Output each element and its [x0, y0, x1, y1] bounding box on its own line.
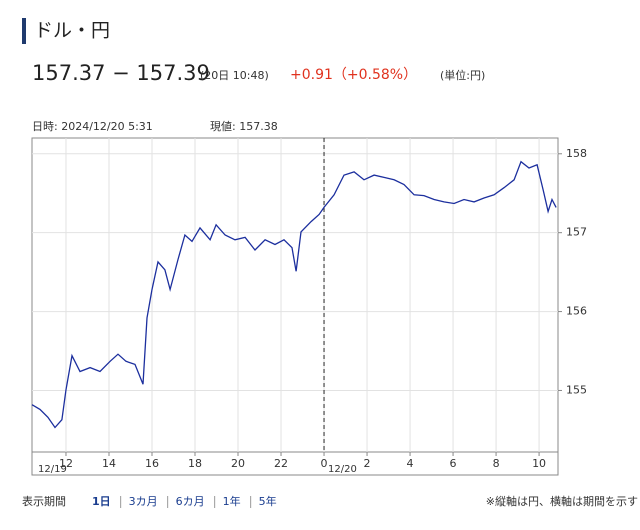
- x-tick-label: 20: [231, 457, 245, 470]
- period-option[interactable]: 1日: [92, 495, 111, 508]
- x-tick-label: 16: [145, 457, 159, 470]
- info-datetime: 日時: 2024/12/20 5:31: [32, 120, 153, 133]
- x-tick-label: 18: [188, 457, 202, 470]
- period-selector: 1日 3カ月 6カ月 1年 5年: [92, 494, 277, 508]
- page-title: ドル・円: [34, 20, 110, 42]
- axis-note: ※縦軸は円、横軸は期間を示す: [486, 494, 638, 508]
- y-tick-label: 157: [566, 226, 587, 239]
- x-tick-label: 2: [364, 457, 371, 470]
- date-label: 12/19: [38, 464, 67, 475]
- x-tick-label: 6: [450, 457, 457, 470]
- x-tick-label: 8: [493, 457, 500, 470]
- period-label: 表示期間: [22, 494, 66, 508]
- unit: (単位:円): [440, 68, 485, 82]
- y-tick-label: 158: [566, 147, 587, 160]
- period-option[interactable]: 1年: [223, 494, 241, 508]
- bid-ask: 157.37 − 157.39: [32, 61, 210, 85]
- info-current: 現値: 157.38: [210, 120, 278, 133]
- period-option[interactable]: 5年: [259, 494, 277, 508]
- y-tick-label: 156: [566, 305, 587, 318]
- date-label: 12/20: [328, 464, 357, 475]
- quote-time: (20日 10:48): [200, 69, 269, 82]
- x-tick-label: 4: [407, 457, 414, 470]
- x-tick-label: 14: [102, 457, 116, 470]
- x-tick-label: 10: [532, 457, 546, 470]
- price-line: [31, 160, 557, 429]
- plot-area: [31, 137, 559, 476]
- x-tick-label: 0: [321, 457, 328, 470]
- x-tick-label: 22: [274, 457, 288, 470]
- period-option[interactable]: 3カ月: [129, 495, 158, 508]
- price-change: +0.91（+0.58%）: [290, 67, 417, 83]
- period-option[interactable]: 6カ月: [176, 495, 205, 508]
- title-bar: [22, 18, 26, 44]
- y-tick-label: 155: [566, 383, 587, 396]
- x-tick-label: 12: [59, 457, 73, 470]
